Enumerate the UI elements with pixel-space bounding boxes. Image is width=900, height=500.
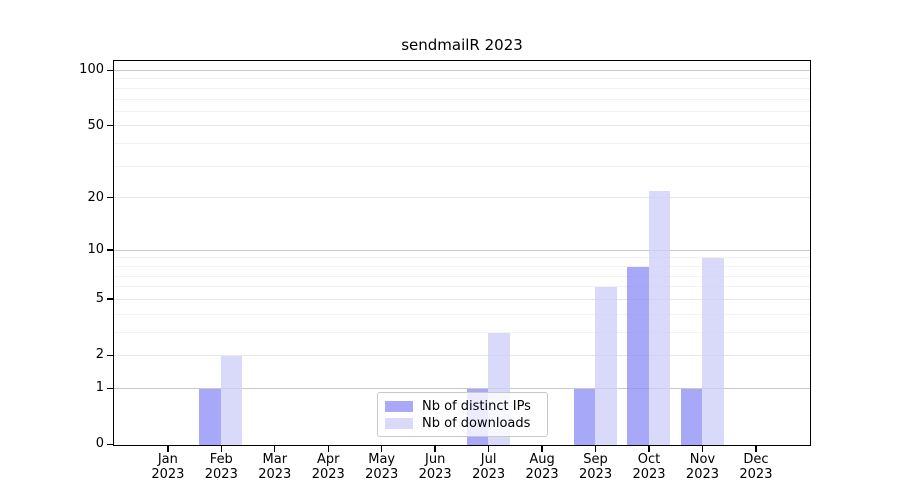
gridline-50 bbox=[114, 125, 810, 127]
x-axis-label-feb: Feb 2023 bbox=[204, 452, 238, 482]
legend-label-distinct-ips: Nb of distinct IPs bbox=[422, 398, 531, 414]
y-axis-label-50: 50 bbox=[87, 117, 104, 133]
bar-distinct-ips-oct bbox=[627, 266, 649, 445]
legend: Nb of distinct IPs Nb of downloads bbox=[377, 392, 548, 437]
y-axis-tick-100 bbox=[107, 69, 113, 72]
x-axis-tick-jun bbox=[434, 445, 436, 452]
bar-distinct-ips-sep bbox=[573, 388, 596, 445]
gridline-100 bbox=[114, 70, 810, 71]
legend-item-distinct-ips: Nb of distinct IPs bbox=[385, 398, 539, 414]
gridline-minor-8 bbox=[114, 265, 810, 267]
x-axis-label-aug: Aug 2023 bbox=[525, 452, 559, 482]
y-axis-label-5: 5 bbox=[95, 291, 104, 307]
bar-downloads-feb bbox=[220, 355, 243, 445]
y-axis-tick-5 bbox=[107, 298, 113, 300]
x-axis-tick-feb bbox=[220, 445, 222, 452]
x-axis-tick-nov bbox=[701, 445, 704, 452]
x-axis-label-dec: Dec 2023 bbox=[739, 452, 773, 482]
x-axis-tick-oct bbox=[648, 445, 650, 452]
plot-area: Nb of distinct IPs Nb of downloads bbox=[113, 60, 811, 446]
gridline-20 bbox=[114, 197, 810, 199]
gridline-minor-40 bbox=[114, 143, 810, 145]
bar-downloads-sep bbox=[595, 287, 617, 445]
gridline-1 bbox=[114, 387, 810, 389]
chart-title: sendmailR 2023 bbox=[401, 36, 523, 54]
x-axis-label-sep: Sep 2023 bbox=[579, 452, 613, 482]
gridline-minor-70 bbox=[114, 98, 810, 100]
x-axis-tick-mar bbox=[274, 445, 276, 452]
x-axis-tick-apr bbox=[327, 445, 329, 452]
gridline-minor-30 bbox=[114, 165, 810, 167]
gridline-minor-60 bbox=[114, 110, 810, 112]
gridline-5 bbox=[114, 298, 810, 300]
x-axis-label-nov: Nov 2023 bbox=[685, 452, 720, 482]
bar-distinct-ips-feb bbox=[199, 388, 221, 445]
x-axis-label-mar: Mar 2023 bbox=[258, 452, 292, 482]
y-axis-label-0: 0 bbox=[95, 436, 104, 452]
y-axis-tick-10 bbox=[107, 249, 113, 251]
y-axis-label-20: 20 bbox=[87, 189, 104, 205]
gridline-2 bbox=[114, 354, 810, 356]
x-axis-tick-may bbox=[381, 445, 383, 452]
bar-downloads-oct bbox=[648, 190, 671, 445]
x-axis-tick-aug bbox=[541, 445, 543, 452]
gridline-minor-6 bbox=[114, 286, 810, 288]
y-axis-tick-1 bbox=[107, 387, 113, 389]
x-axis-label-may: May 2023 bbox=[365, 452, 399, 482]
y-axis-label-1: 1 bbox=[95, 380, 104, 396]
gridline-minor-4 bbox=[114, 313, 810, 315]
gridline-minor-3 bbox=[114, 331, 810, 333]
y-axis-tick-50 bbox=[107, 125, 113, 127]
gridline-minor-7 bbox=[114, 275, 810, 277]
gridline-minor-9 bbox=[114, 257, 810, 259]
bar-distinct-ips-nov bbox=[680, 388, 703, 445]
x-axis-label-oct: Oct 2023 bbox=[632, 452, 666, 482]
gridline-minor-90 bbox=[114, 78, 810, 80]
x-axis-tick-jan bbox=[167, 445, 169, 452]
legend-swatch-downloads bbox=[385, 417, 413, 429]
y-axis-tick-0 bbox=[107, 443, 113, 446]
x-axis-label-jul: Jul 2023 bbox=[472, 452, 506, 482]
y-axis-label-10: 10 bbox=[87, 242, 104, 258]
x-axis-label-apr: Apr 2023 bbox=[311, 452, 345, 482]
bar-downloads-nov bbox=[702, 258, 724, 445]
legend-swatch-distinct-ips bbox=[385, 400, 413, 412]
y-axis-label-100: 100 bbox=[79, 62, 104, 78]
x-axis-label-jan: Jan 2023 bbox=[151, 452, 185, 482]
y-axis-label-2: 2 bbox=[95, 347, 104, 363]
y-axis-tick-2 bbox=[107, 354, 113, 357]
legend-label-downloads: Nb of downloads bbox=[422, 415, 531, 431]
gridline-10 bbox=[114, 249, 810, 251]
x-axis-tick-dec bbox=[755, 445, 757, 452]
gridline-minor-80 bbox=[114, 87, 810, 89]
legend-item-downloads: Nb of downloads bbox=[385, 415, 539, 431]
x-axis-tick-sep bbox=[594, 445, 597, 452]
x-axis-tick-jul bbox=[487, 445, 490, 452]
y-axis-tick-20 bbox=[107, 196, 113, 199]
x-axis-label-jun: Jun 2023 bbox=[418, 452, 452, 482]
